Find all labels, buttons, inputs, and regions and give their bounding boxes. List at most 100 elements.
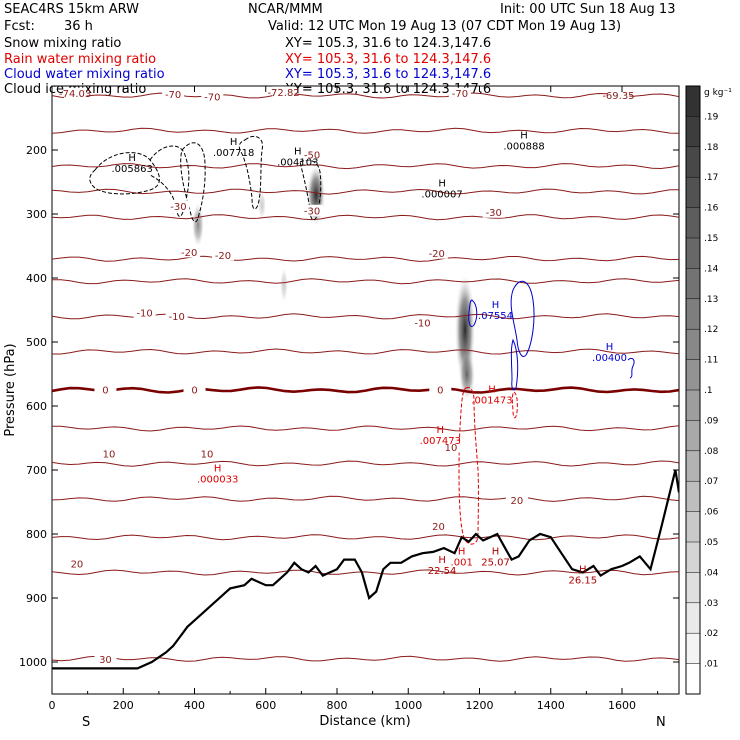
endpoint-left: S (82, 715, 90, 730)
colorbar-tick-label: .06 (704, 508, 719, 518)
contour-label: -10 (136, 309, 152, 320)
contour-label-bg (94, 653, 117, 665)
contour-label: -20 (429, 249, 445, 260)
colorbar-swatch (686, 633, 700, 664)
colorbar-tick-label: .04 (704, 568, 719, 578)
extremum-value: .00400 (592, 353, 627, 364)
y-tick-label: 700 (26, 464, 47, 477)
colorbar-swatch (686, 298, 700, 330)
extremum-value: .004103 (277, 158, 318, 169)
cloud-water-contours (468, 280, 635, 391)
y-tick-label: 1000 (19, 656, 47, 669)
extremum-h: H (438, 179, 446, 190)
contour-label-bg (272, 86, 295, 98)
field-cloud-water-xy: XY= 105.3, 31.6 to 124.3,147.6 (285, 67, 491, 82)
contour-label-bg (98, 448, 120, 459)
temperature-contours (52, 92, 679, 662)
isotherm-m15 (52, 278, 679, 285)
contour-label: 10 (445, 443, 458, 454)
contour-label-bg (440, 441, 462, 453)
colorbar-swatch (686, 572, 700, 603)
contour-label-bg (448, 87, 471, 99)
extremum-h: H (294, 147, 302, 158)
isotherm-5 (52, 425, 679, 432)
forecast-hours: 36 h (64, 19, 93, 34)
x-tick-label: 400 (184, 699, 205, 712)
contour-label: 20 (432, 522, 445, 533)
colorbar-tick-label: .1 (704, 386, 713, 396)
y-tick-label: 900 (26, 592, 47, 605)
extremum-h: H (458, 547, 466, 558)
contour-label-bg (425, 247, 448, 259)
contour-label-bg (94, 384, 117, 395)
y-tick-label: 500 (26, 336, 47, 349)
contour-label-bg (178, 246, 201, 258)
extremum-value: .000033 (197, 474, 238, 485)
isotherm-m60 (52, 127, 679, 134)
extremum-value: .005863 (111, 164, 152, 175)
contour-label: -70 (452, 89, 468, 100)
isotherm-m5 (52, 348, 679, 355)
contour-label: -10 (169, 312, 185, 323)
contour-label-bg (301, 149, 324, 161)
contour-label: -30 (170, 202, 186, 213)
contour-label-bg (195, 448, 218, 459)
extremum-h: H (437, 425, 445, 436)
isotherm-10 (52, 460, 679, 467)
y-tick-label: 200 (26, 144, 47, 157)
x-tick-label: 1000 (394, 699, 422, 712)
isotherm-m50 (52, 163, 679, 170)
contour-label: -50 (304, 151, 320, 162)
isotherm-m40 (52, 188, 679, 195)
contour-label: -72.82 (267, 88, 299, 99)
colorbar: .01 .02 .03 .04 .05 .06 .07 .08 .09 .1 .11 .12 .13 .1… (685, 85, 719, 695)
isotherm-25 (52, 569, 679, 576)
y-tick-label: 800 (26, 528, 47, 541)
init-time: Init: 00 UTC Sun 18 Aug 13 (500, 2, 675, 17)
contour-label: -70 (204, 92, 220, 103)
extremum-value: .007718 (213, 148, 254, 159)
contour-label-bg (482, 206, 505, 218)
extremum-h: H (128, 153, 136, 164)
contour-label: -10 (414, 318, 430, 329)
isotherm-m20 (52, 255, 679, 262)
isotherm-m70 (52, 92, 679, 99)
contour-label-bg (505, 494, 528, 506)
colorbar-tick-label: .17 (704, 173, 718, 183)
extremum-value: .001 (451, 558, 473, 569)
contour-labels: -74.03 -70 -70 -72.82 -70 -69.35 -50 -30 -30 -30 -… (59, 86, 635, 666)
contour-label: -69.35 (602, 91, 634, 102)
colorbar-tick-label: .13 (704, 295, 718, 305)
contour-label: 20 (511, 496, 524, 507)
colorbar-tick-label: .03 (704, 599, 718, 609)
colorbar-tick-label: .18 (704, 143, 719, 153)
colorbar-tick-label: .09 (704, 416, 719, 426)
isotherm-m10 (52, 313, 679, 320)
extremum-h: H (579, 565, 587, 576)
extremum-value: .000007 (421, 190, 462, 201)
contour-label: 0 (102, 386, 108, 397)
colorbar-swatch (686, 450, 700, 482)
forecast-label: Fcst: (4, 19, 35, 34)
terrain-line (52, 469, 679, 670)
cloud-ice-contours (89, 135, 322, 223)
contour-label-bg (133, 307, 156, 319)
isotherm-0 (52, 386, 679, 394)
contour-label: 0 (437, 386, 443, 397)
extremum-h: H (488, 385, 496, 396)
contour-label: 30 (99, 655, 112, 666)
colorbar-swatch (686, 359, 700, 390)
extremum-h: H (492, 547, 500, 558)
contour-label-bg (301, 204, 324, 216)
x-tick-label: 1200 (466, 699, 494, 712)
x-tick-label: 0 (49, 699, 56, 712)
extremum-h: H (606, 342, 614, 353)
contour-label: 10 (201, 450, 214, 461)
contour-label: 0 (191, 386, 197, 397)
contour-label-bg (65, 558, 88, 570)
x-tick-label: 600 (255, 699, 276, 712)
contour-label-bg (429, 384, 452, 395)
contour-label-bg (607, 89, 630, 101)
